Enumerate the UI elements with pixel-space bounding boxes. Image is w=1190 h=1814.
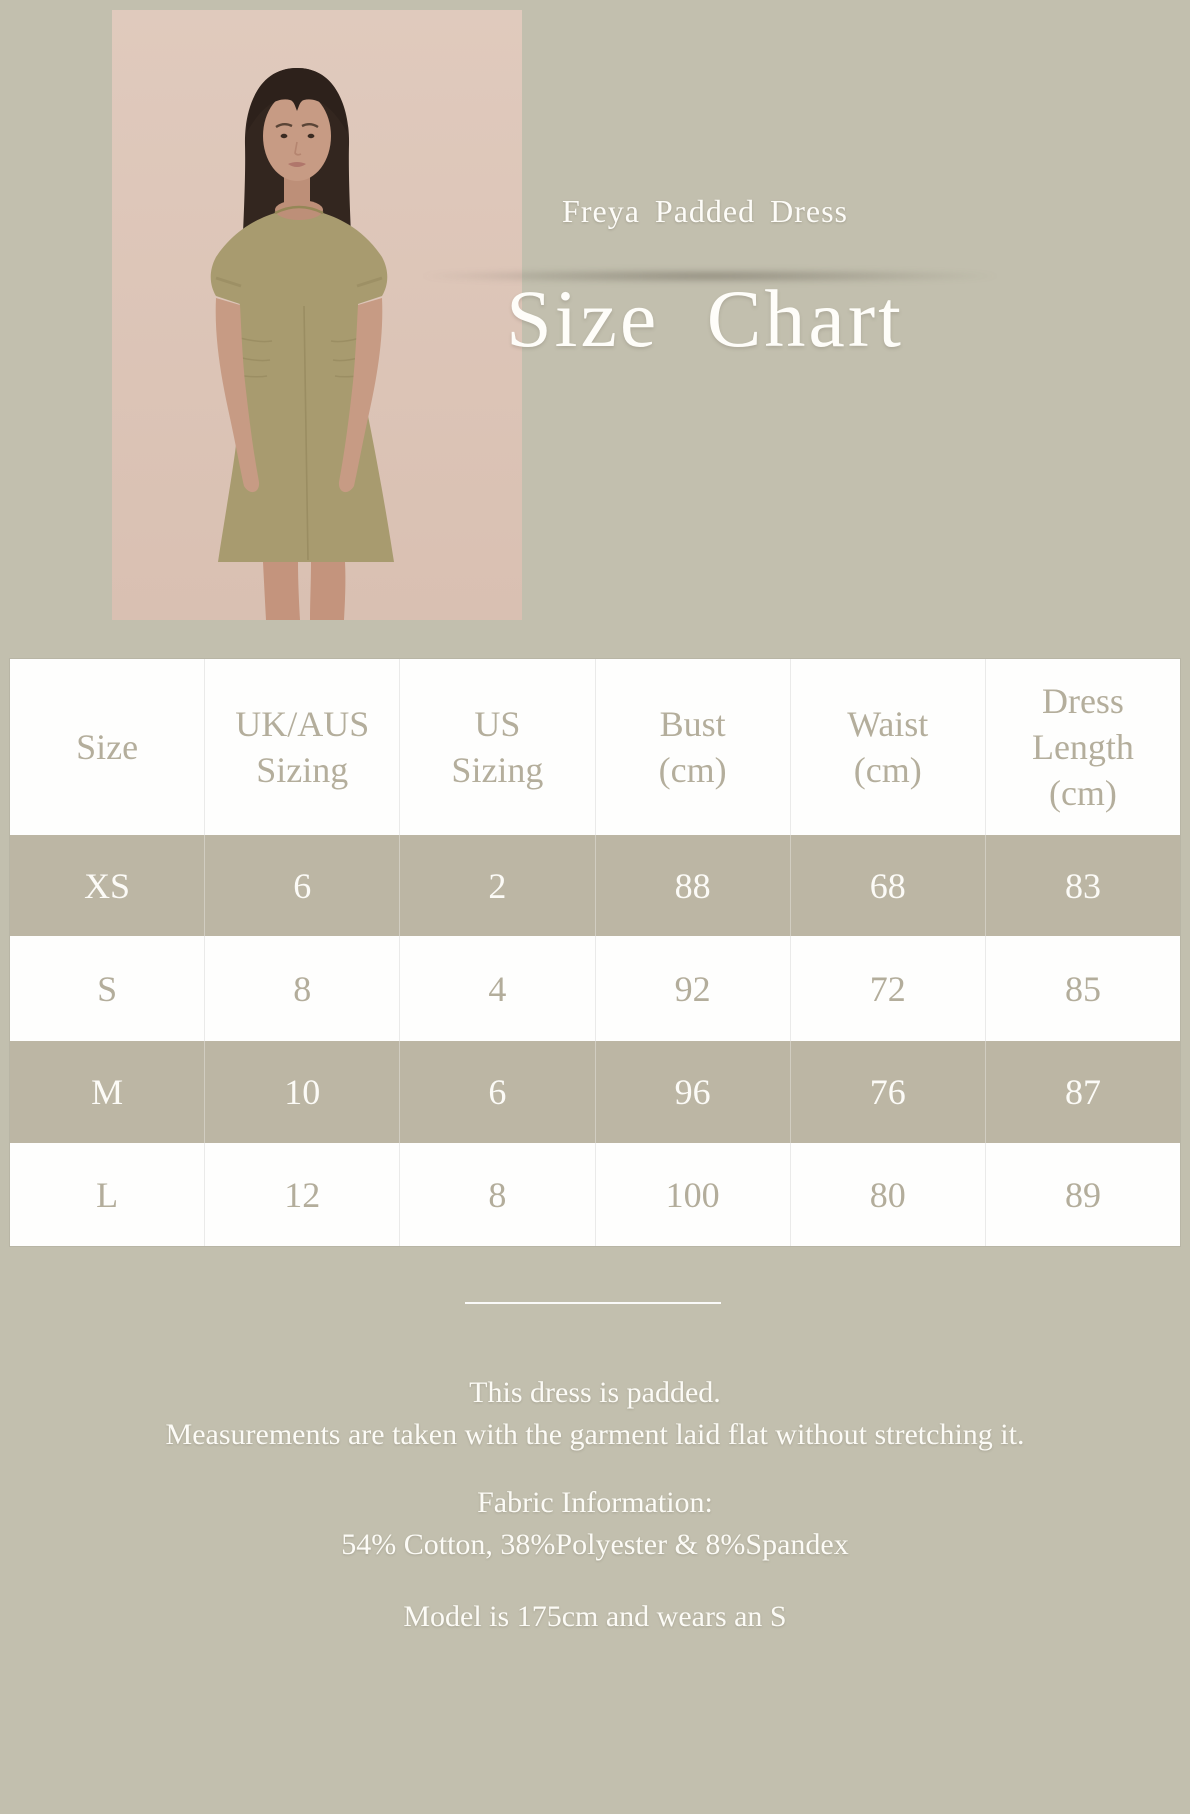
table-cell: 96 [596,1041,791,1143]
table-row-s: S 8 4 92 72 85 [10,936,1180,1041]
dress-neckline [275,200,323,220]
table-cell: 2 [400,835,596,936]
table-cell: 6 [205,835,401,936]
table-cell: L [10,1143,206,1246]
column-header-waist: Waist (cm) [791,659,986,835]
padded-note-line1: This dress is padded. [469,1376,721,1409]
model-note: Model is 175cm and wears an S [403,1600,787,1633]
table-cell: 76 [791,1041,986,1143]
table-row-m: M 10 6 96 76 87 [10,1041,1180,1143]
table-cell: 8 [400,1143,596,1246]
model-hair-front [247,68,347,132]
section-divider [465,1302,721,1304]
column-header-us: US Sizing [400,659,596,835]
table-cell: 68 [791,835,986,936]
column-header-uk-aus: UK/AUS Sizing [205,659,401,835]
fabric-info-composition: 54% Cotton, 38%Polyester & 8%Spandex [341,1528,849,1561]
padded-note: This dress is padded. Measurements are t… [0,1372,1190,1456]
dress-centre-seam [303,305,309,561]
model-nose [294,141,302,156]
sleeve-fold-left [215,276,242,288]
table-row-l: L 12 8 100 80 89 [10,1143,1180,1246]
model-eyebrow-left [275,123,293,129]
column-header-bust: Bust (cm) [596,659,791,835]
title-shadow-decoration [305,266,1115,286]
column-header-size: Size [10,659,206,835]
table-cell: 92 [596,936,791,1041]
model-eye-right [307,133,315,139]
table-cell: 89 [1064,1174,1101,1215]
model-face [263,91,331,181]
table-cell: 10 [205,1041,401,1143]
table-cell: 87 [1064,1072,1101,1112]
table-cell: 88 [596,835,791,936]
table-cell: 6 [400,1041,596,1143]
table-cell: 72 [791,936,986,1041]
dress-collar-rim [274,205,324,215]
table-cell: S [10,936,206,1041]
table-cell: M [10,1041,206,1143]
model-leg-left [263,562,300,620]
padded-note-line2: Measurements are taken with the garment … [165,1418,1025,1451]
table-cell: 100 [596,1143,791,1246]
product-name: Freya Padded Dress [562,193,848,229]
model-arm-right [338,298,383,493]
table-cell: 85 [1064,968,1101,1009]
table-row-xs: XS 6 2 88 68 83 [10,835,1180,936]
table-cell: 4 [400,936,596,1041]
table-cell: 83 [1064,865,1101,906]
size-chart-table: Size UK/AUS Sizing US Sizing Bust (cm) W… [10,659,1180,1246]
model-eyebrow-right [301,123,319,129]
model-arm-left [215,298,260,493]
page-title: Size Chart [506,273,904,364]
table-header-row: Size UK/AUS Sizing US Sizing Bust (cm) W… [10,659,1180,835]
model-leg-right [310,562,346,620]
table-cell: 80 [791,1143,986,1246]
fabric-info-heading: Fabric Information: [477,1486,713,1519]
model-eye-left [280,133,288,139]
fabric-info: Fabric Information: 54% Cotton, 38%Polye… [0,1482,1190,1566]
table-cell: 12 [205,1143,401,1246]
table-cell: XS [10,835,206,936]
table-cell: 8 [205,936,401,1041]
column-header-length: Dress Length (cm) [1031,681,1134,813]
model-lips [288,162,306,167]
